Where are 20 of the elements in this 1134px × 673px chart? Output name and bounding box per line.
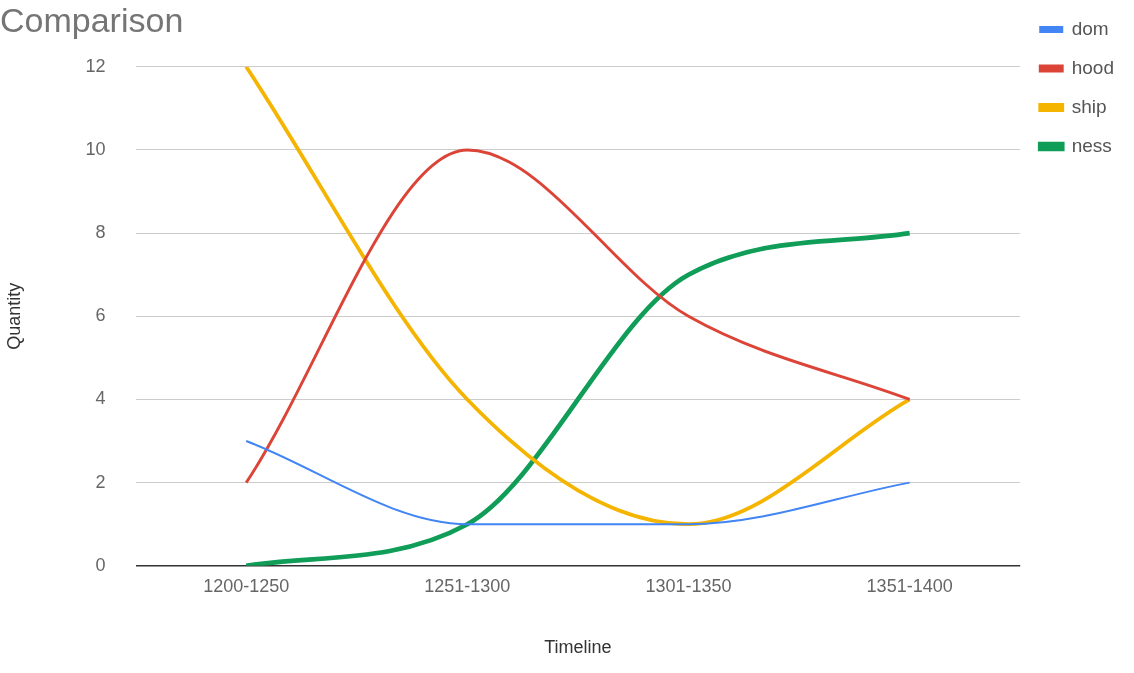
y-tick-label: 0 xyxy=(95,554,106,575)
y-axis-title: Quantity xyxy=(3,282,24,350)
legend-label: ship xyxy=(1071,95,1107,117)
legend-label: dom xyxy=(1071,17,1109,39)
y-tick-label: 6 xyxy=(95,305,106,326)
legend-label: hood xyxy=(1071,56,1115,78)
chart-title: Comparison xyxy=(0,0,184,39)
x-tick-label: 1351-1400 xyxy=(866,575,953,596)
line-series xyxy=(244,148,912,485)
x-tick-label: 1200-1250 xyxy=(203,575,290,596)
x-tick-label: 1301-1350 xyxy=(645,575,732,596)
line-series xyxy=(243,230,913,566)
y-tick-label: 10 xyxy=(85,138,106,159)
y-tick-label: 4 xyxy=(95,388,106,409)
x-tick-label: 1251-1300 xyxy=(424,575,511,596)
legend-label: ness xyxy=(1071,134,1112,156)
x-axis-title: Timeline xyxy=(544,637,612,658)
y-tick-label: 12 xyxy=(85,55,106,76)
y-tick-label: 8 xyxy=(95,222,106,243)
y-tick-label: 2 xyxy=(95,471,106,492)
